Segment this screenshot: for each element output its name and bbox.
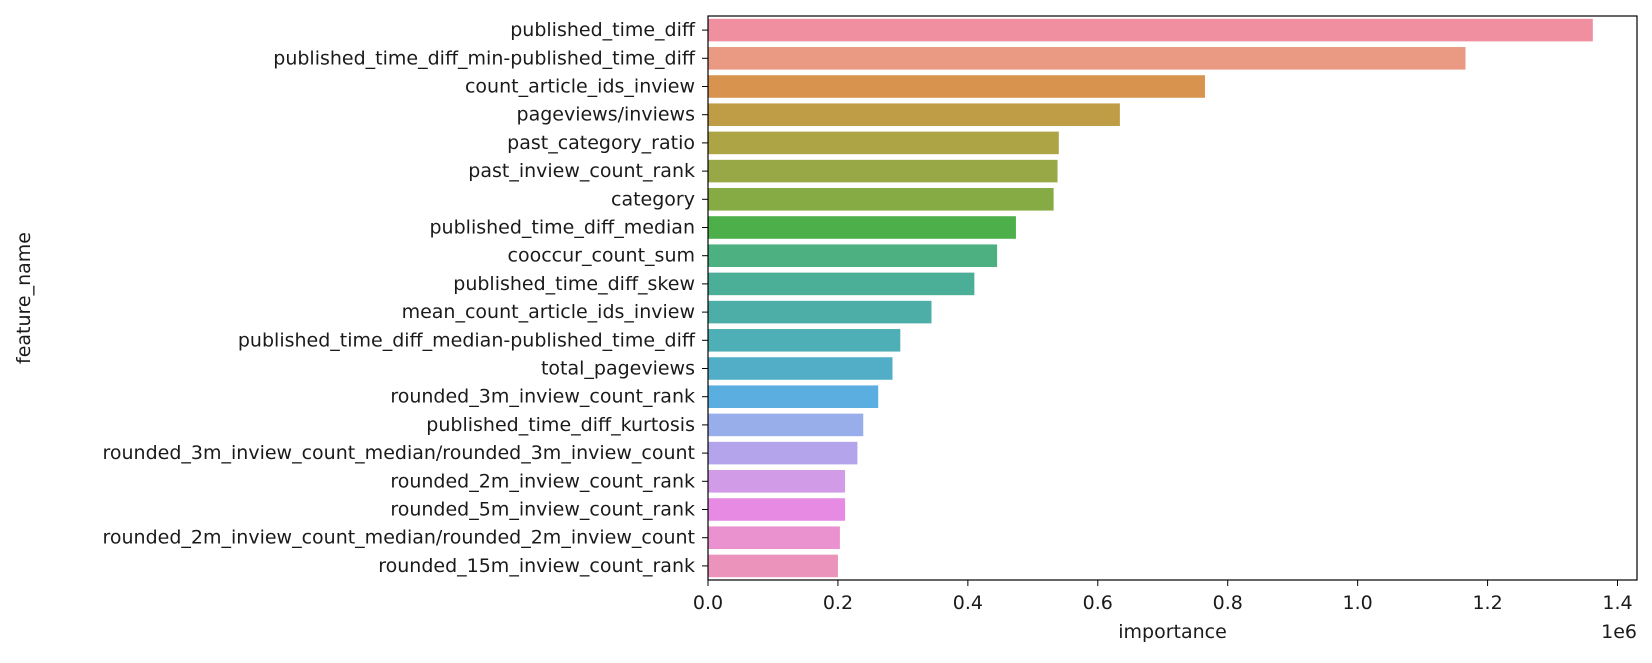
y-tick-label: past_category_ratio xyxy=(507,132,695,154)
bars-layer xyxy=(708,18,1593,578)
y-tick-label: rounded_2m_inview_count_rank xyxy=(390,470,695,492)
y-tick-label: mean_count_article_ids_inview xyxy=(402,301,695,323)
bar xyxy=(708,216,1016,239)
bar xyxy=(708,357,893,380)
bar xyxy=(708,441,858,465)
bar xyxy=(708,159,1058,183)
bar xyxy=(708,18,1593,42)
bar xyxy=(708,413,864,437)
plot-frame xyxy=(707,15,1638,581)
x-tick-label: 0.0 xyxy=(693,592,723,614)
y-tick-label: count_article_ids_inview xyxy=(465,76,695,98)
y-tick-label: published_time_diff_median xyxy=(430,217,696,239)
y-tick-label: published_time_diff_kurtosis xyxy=(426,414,695,436)
x-axis-offset-label: 1e6 xyxy=(1601,621,1637,643)
bar xyxy=(708,47,1466,70)
bar xyxy=(708,131,1059,155)
bar xyxy=(708,498,846,521)
x-tick-label: 1.0 xyxy=(1343,592,1373,614)
y-tick-label: published_time_diff_skew xyxy=(453,273,695,295)
bar xyxy=(708,300,932,324)
bar xyxy=(708,329,901,352)
y-tick-label: published_time_diff_min-published_time_d… xyxy=(273,47,696,69)
y-tick-label: rounded_3m_inview_count_median/rounded_3… xyxy=(103,442,696,464)
y-tick-label: rounded_2m_inview_count_median/rounded_2… xyxy=(103,527,696,549)
bar xyxy=(708,272,975,296)
bar xyxy=(708,188,1054,211)
bar xyxy=(708,385,879,408)
y-tick-label: total_pageviews xyxy=(541,358,695,380)
y-tick-label: cooccur_count_sum xyxy=(508,245,696,267)
x-tick-label: 1.2 xyxy=(1472,592,1502,614)
bar xyxy=(708,470,846,493)
y-tick-label: published_time_diff_median-published_tim… xyxy=(238,329,696,351)
y-tick-label: published_time_diff xyxy=(510,19,696,41)
y-tick-labels: published_time_diff published_time_diff_m… xyxy=(103,19,708,577)
x-tick-label: 0.6 xyxy=(1083,592,1113,614)
x-tick-label: 1.4 xyxy=(1602,592,1632,614)
x-tick-label: 0.2 xyxy=(823,592,853,614)
x-tick-label: 0.4 xyxy=(953,592,983,614)
bar xyxy=(708,526,840,549)
y-tick-label: rounded_3m_inview_count_rank xyxy=(390,386,695,408)
y-tick-label: past_inview_count_rank xyxy=(468,160,695,182)
y-tick-label: category xyxy=(611,188,695,210)
y-tick-label: rounded_5m_inview_count_rank xyxy=(390,499,695,521)
y-tick-label: rounded_15m_inview_count_rank xyxy=(378,555,695,577)
x-tick-label: 0.8 xyxy=(1213,592,1243,614)
x-axis-ticks: 0.0 0.2 0.4 0.6 0.8 1.0 1.2 1.4 xyxy=(693,580,1633,614)
y-axis-label: feature_name xyxy=(13,232,35,364)
bar xyxy=(708,75,1205,98)
bar xyxy=(708,554,838,578)
x-axis-label: importance xyxy=(1118,621,1227,643)
bar xyxy=(708,103,1120,126)
bar xyxy=(708,244,998,267)
y-tick-label: pageviews/inviews xyxy=(517,104,695,126)
